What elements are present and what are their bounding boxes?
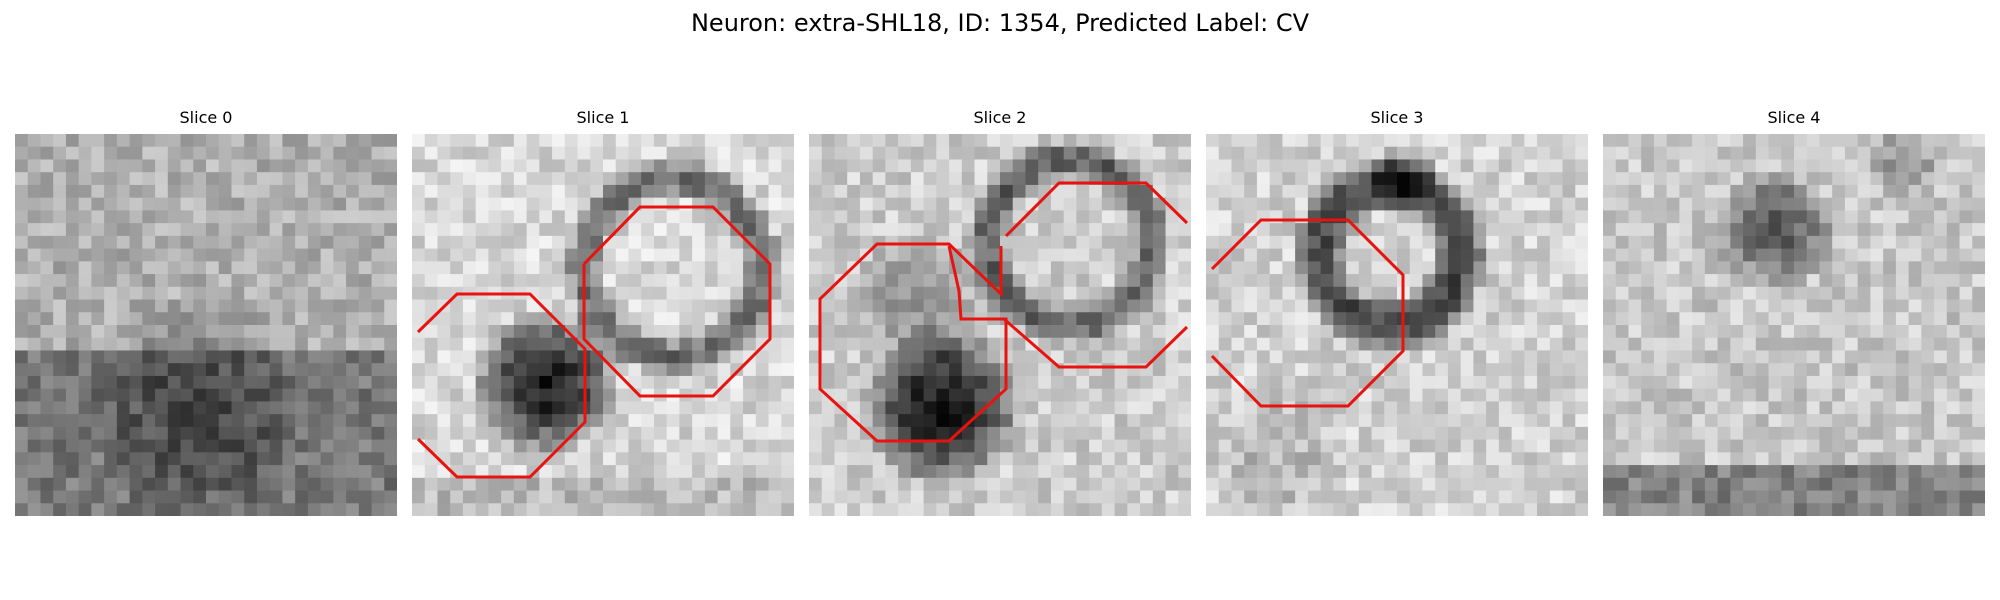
slice-0-canvas	[15, 134, 397, 516]
slice-1-image	[412, 134, 794, 516]
slice-2-canvas	[809, 134, 1191, 516]
slice-2-contour-right-lower	[1003, 317, 1189, 369]
slice-4-canvas	[1603, 134, 1985, 516]
panel-title-slice-0: Slice 0	[179, 108, 233, 127]
slice-3-canvas	[1206, 134, 1588, 516]
panel-title-slice-4: Slice 4	[1767, 108, 1821, 127]
slice-4-image	[1603, 134, 1985, 516]
panel-title-slice-2: Slice 2	[973, 108, 1027, 127]
figure-title: Neuron: extra-SHL18, ID: 1354, Predicted…	[690, 9, 1310, 37]
panel-title-slice-3: Slice 3	[1370, 108, 1424, 127]
slice-1-contour-right	[582, 205, 772, 398]
panel-title-slice-1: Slice 1	[576, 108, 630, 127]
slice-0-image	[15, 134, 397, 516]
slice-2-contour-left	[818, 242, 1008, 443]
slice-3-image	[1206, 134, 1588, 516]
slice-2-image	[809, 134, 1191, 516]
slice-1-contour-left	[416, 292, 587, 479]
slice-1-canvas	[412, 134, 794, 516]
slice-3-contour	[1210, 218, 1405, 408]
slice-2-contour-right	[1004, 181, 1189, 238]
